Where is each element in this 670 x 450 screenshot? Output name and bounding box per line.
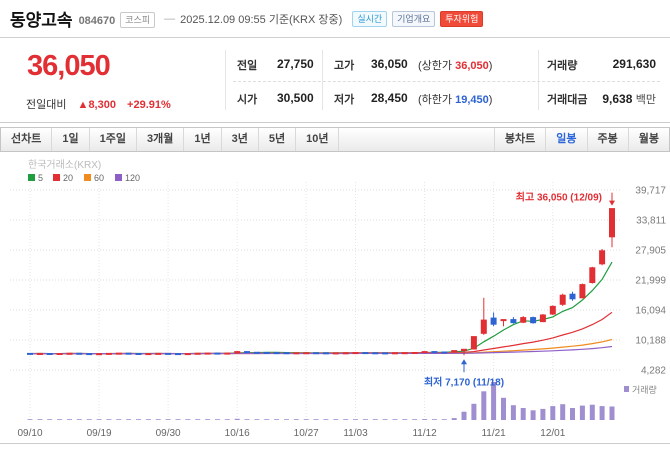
header: 동양고속 084670 코스피 — 2025.12.09 09:55 기준(KR… <box>0 0 670 38</box>
toolbar-button-1일[interactable]: 1일 <box>52 128 90 151</box>
toolbar-button-봉차트[interactable]: 봉차트 <box>493 128 545 151</box>
legend-label: 120 <box>125 173 140 183</box>
volume-bars <box>27 382 615 420</box>
open-value: 30,500 <box>277 91 314 105</box>
upper-limit: (상한가 36,050) <box>418 60 493 72</box>
high-label: 고가 <box>334 60 355 72</box>
stock-code: 084670 <box>78 14 116 27</box>
header-separator: — <box>164 12 176 25</box>
investment-risk-badge[interactable]: 투자위험 <box>440 10 484 27</box>
trade-amount-label: 거래대금 <box>547 94 588 106</box>
high-value: 36,050 <box>371 57 408 71</box>
divider <box>322 50 323 110</box>
trade-amount-value: 9,638 백만 <box>602 92 656 106</box>
legend-swatch-icon <box>84 174 91 181</box>
svg-text:최저 7,170 (11/18): 최저 7,170 (11/18) <box>424 375 504 388</box>
ma-legend: 5 20 60 120 <box>28 173 140 183</box>
x-axis-label: 12/01 <box>540 428 565 439</box>
chart-period-toolbar: 선차트 1일 1주일 3개월 1년 3년 5년 10년 봉차트 일봉 주봉 월봉 <box>0 127 670 152</box>
price-change: 전일대비 ▲8,300 +29.91% <box>26 96 171 112</box>
toolbar-button-월봉[interactable]: 월봉 <box>627 128 669 151</box>
volume-axis-label: 거래량 <box>624 384 657 395</box>
legend-swatch-icon <box>28 174 35 181</box>
x-axis-label: 09/10 <box>17 428 42 439</box>
candle-chart-period-group: 봉차트 일봉 주봉 월봉 <box>493 128 669 151</box>
legend-label: 5 <box>38 173 43 183</box>
chart-canvas[interactable]: 39,717 33,811 27,905 21,999 16,094 10,188 4,28… <box>0 152 670 450</box>
exchange-watermark: 한국거래소(KRX) <box>28 159 101 171</box>
y-axis-label: 4,282 <box>641 366 666 377</box>
y-axis-label: 27,905 <box>635 246 666 257</box>
high-annotation: 최고 36,050 (12/09) <box>516 191 615 206</box>
lower-limit: (하한가 19,450) <box>418 94 493 106</box>
svg-text:최고 36,050 (12/09): 최고 36,050 (12/09) <box>516 191 602 204</box>
y-axis-label: 16,094 <box>635 306 666 317</box>
up-arrow-icon: ▲ <box>77 99 89 111</box>
low-value: 28,450 <box>371 91 408 105</box>
divider <box>538 50 539 110</box>
current-price: 36,050 <box>27 50 111 82</box>
y-axis-label: 33,811 <box>636 216 666 227</box>
divider <box>225 50 226 110</box>
legend-label: 60 <box>94 173 104 183</box>
x-axis-label: 11/21 <box>481 428 506 439</box>
legend-label: 20 <box>63 173 73 183</box>
realtime-badge[interactable]: 실시간 <box>352 10 388 27</box>
quote-timestamp: 2025.12.09 09:55 기준(KRX 장중) <box>180 13 343 26</box>
prev-close-label: 전일 <box>237 60 258 72</box>
price-panel: 36,050 전일대비 ▲8,300 +29.91% 전일 27,750 고가 … <box>0 38 670 123</box>
legend-swatch-icon <box>115 174 122 181</box>
low-annotation: 최저 7,170 (11/18) <box>424 359 504 388</box>
y-axis-label: 39,717 <box>635 186 666 197</box>
ma-5-line <box>29 261 613 355</box>
volume-label: 거래량 <box>547 60 578 72</box>
prev-close-value: 27,750 <box>277 57 314 71</box>
toolbar-button-1주일[interactable]: 1주일 <box>90 128 137 151</box>
ma-lines <box>29 261 613 355</box>
line-chart-period-group: 선차트 1일 1주일 3개월 1년 3년 5년 10년 <box>1 128 340 151</box>
change-value: ▲8,300 <box>77 99 116 111</box>
toolbar-button-선차트[interactable]: 선차트 <box>1 128 53 151</box>
x-axis-label: 09/30 <box>156 428 181 439</box>
divider <box>233 81 660 82</box>
candlesticks <box>27 208 615 356</box>
company-overview-badge[interactable]: 기업개요 <box>392 10 436 27</box>
x-axis-label: 10/16 <box>225 428 250 439</box>
change-percent: +29.91% <box>127 99 171 111</box>
open-label: 시가 <box>237 94 258 106</box>
y-axis-label: 21,999 <box>635 276 666 287</box>
toolbar-button-10년[interactable]: 10년 <box>296 128 340 151</box>
change-label: 전일대비 <box>26 99 67 111</box>
toolbar-button-3년[interactable]: 3년 <box>222 128 259 151</box>
toolbar-button-일봉[interactable]: 일봉 <box>545 128 586 151</box>
y-axis-label: 10,188 <box>635 336 666 347</box>
toolbar-button-3개월[interactable]: 3개월 <box>137 128 185 151</box>
x-axis-label: 11/03 <box>343 428 368 439</box>
low-label: 저가 <box>334 94 355 106</box>
toolbar-button-5년[interactable]: 5년 <box>259 128 297 151</box>
volume-swatch-icon <box>624 386 629 392</box>
x-axis-label: 10/27 <box>294 428 319 439</box>
market-badge: 코스피 <box>120 11 156 28</box>
toolbar-button-주봉[interactable]: 주봉 <box>586 128 628 151</box>
volume-value: 291,630 <box>612 57 656 71</box>
legend-swatch-icon <box>53 174 60 181</box>
x-axis-label: 11/12 <box>412 428 437 439</box>
toolbar-button-1년[interactable]: 1년 <box>184 128 222 151</box>
x-axis-label: 09/19 <box>87 428 112 439</box>
stock-name: 동양고속 <box>10 11 73 30</box>
daily-candle-chart[interactable]: 39,717 33,811 27,905 21,999 16,094 10,188 4,28… <box>0 152 670 450</box>
svg-text:거래량: 거래량 <box>632 384 657 395</box>
